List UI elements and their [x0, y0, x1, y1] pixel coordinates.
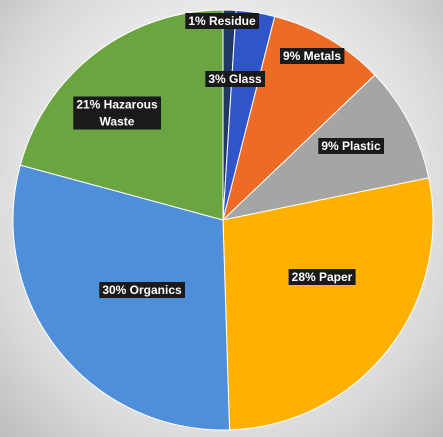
pie-labels: 1% Residue 3% Glass 9% Metals 9% Plastic 28%…	[73, 13, 384, 298]
pie-label-6: 21% Hazarous Waste	[73, 96, 161, 130]
pie-label-text-4: 28% Paper	[292, 270, 353, 284]
pie-label-0: 1% Residue	[185, 13, 259, 29]
pie-label-text-2: 9% Metals	[283, 49, 341, 63]
pie-slice-2	[222, 15, 376, 222]
pie-label-1: 3% Glass	[205, 71, 265, 87]
pie-slice-4	[222, 177, 434, 431]
pie-label-text-5: 30% Organics	[102, 283, 182, 297]
pie-label-4: 28% Paper	[288, 269, 356, 285]
pie-label-5: 30% Organics	[99, 282, 185, 298]
pie-label-3: 9% Plastic	[318, 138, 384, 154]
pie-label-text-1: 3% Glass	[208, 72, 262, 86]
pie-label-2: 9% Metals	[280, 48, 345, 64]
pie-label-text-3: 9% Plastic	[321, 139, 381, 153]
pie-label-text-0: 1% Residue	[188, 14, 256, 28]
pie-label-text-6: 21% Hazarous Waste	[76, 98, 158, 129]
